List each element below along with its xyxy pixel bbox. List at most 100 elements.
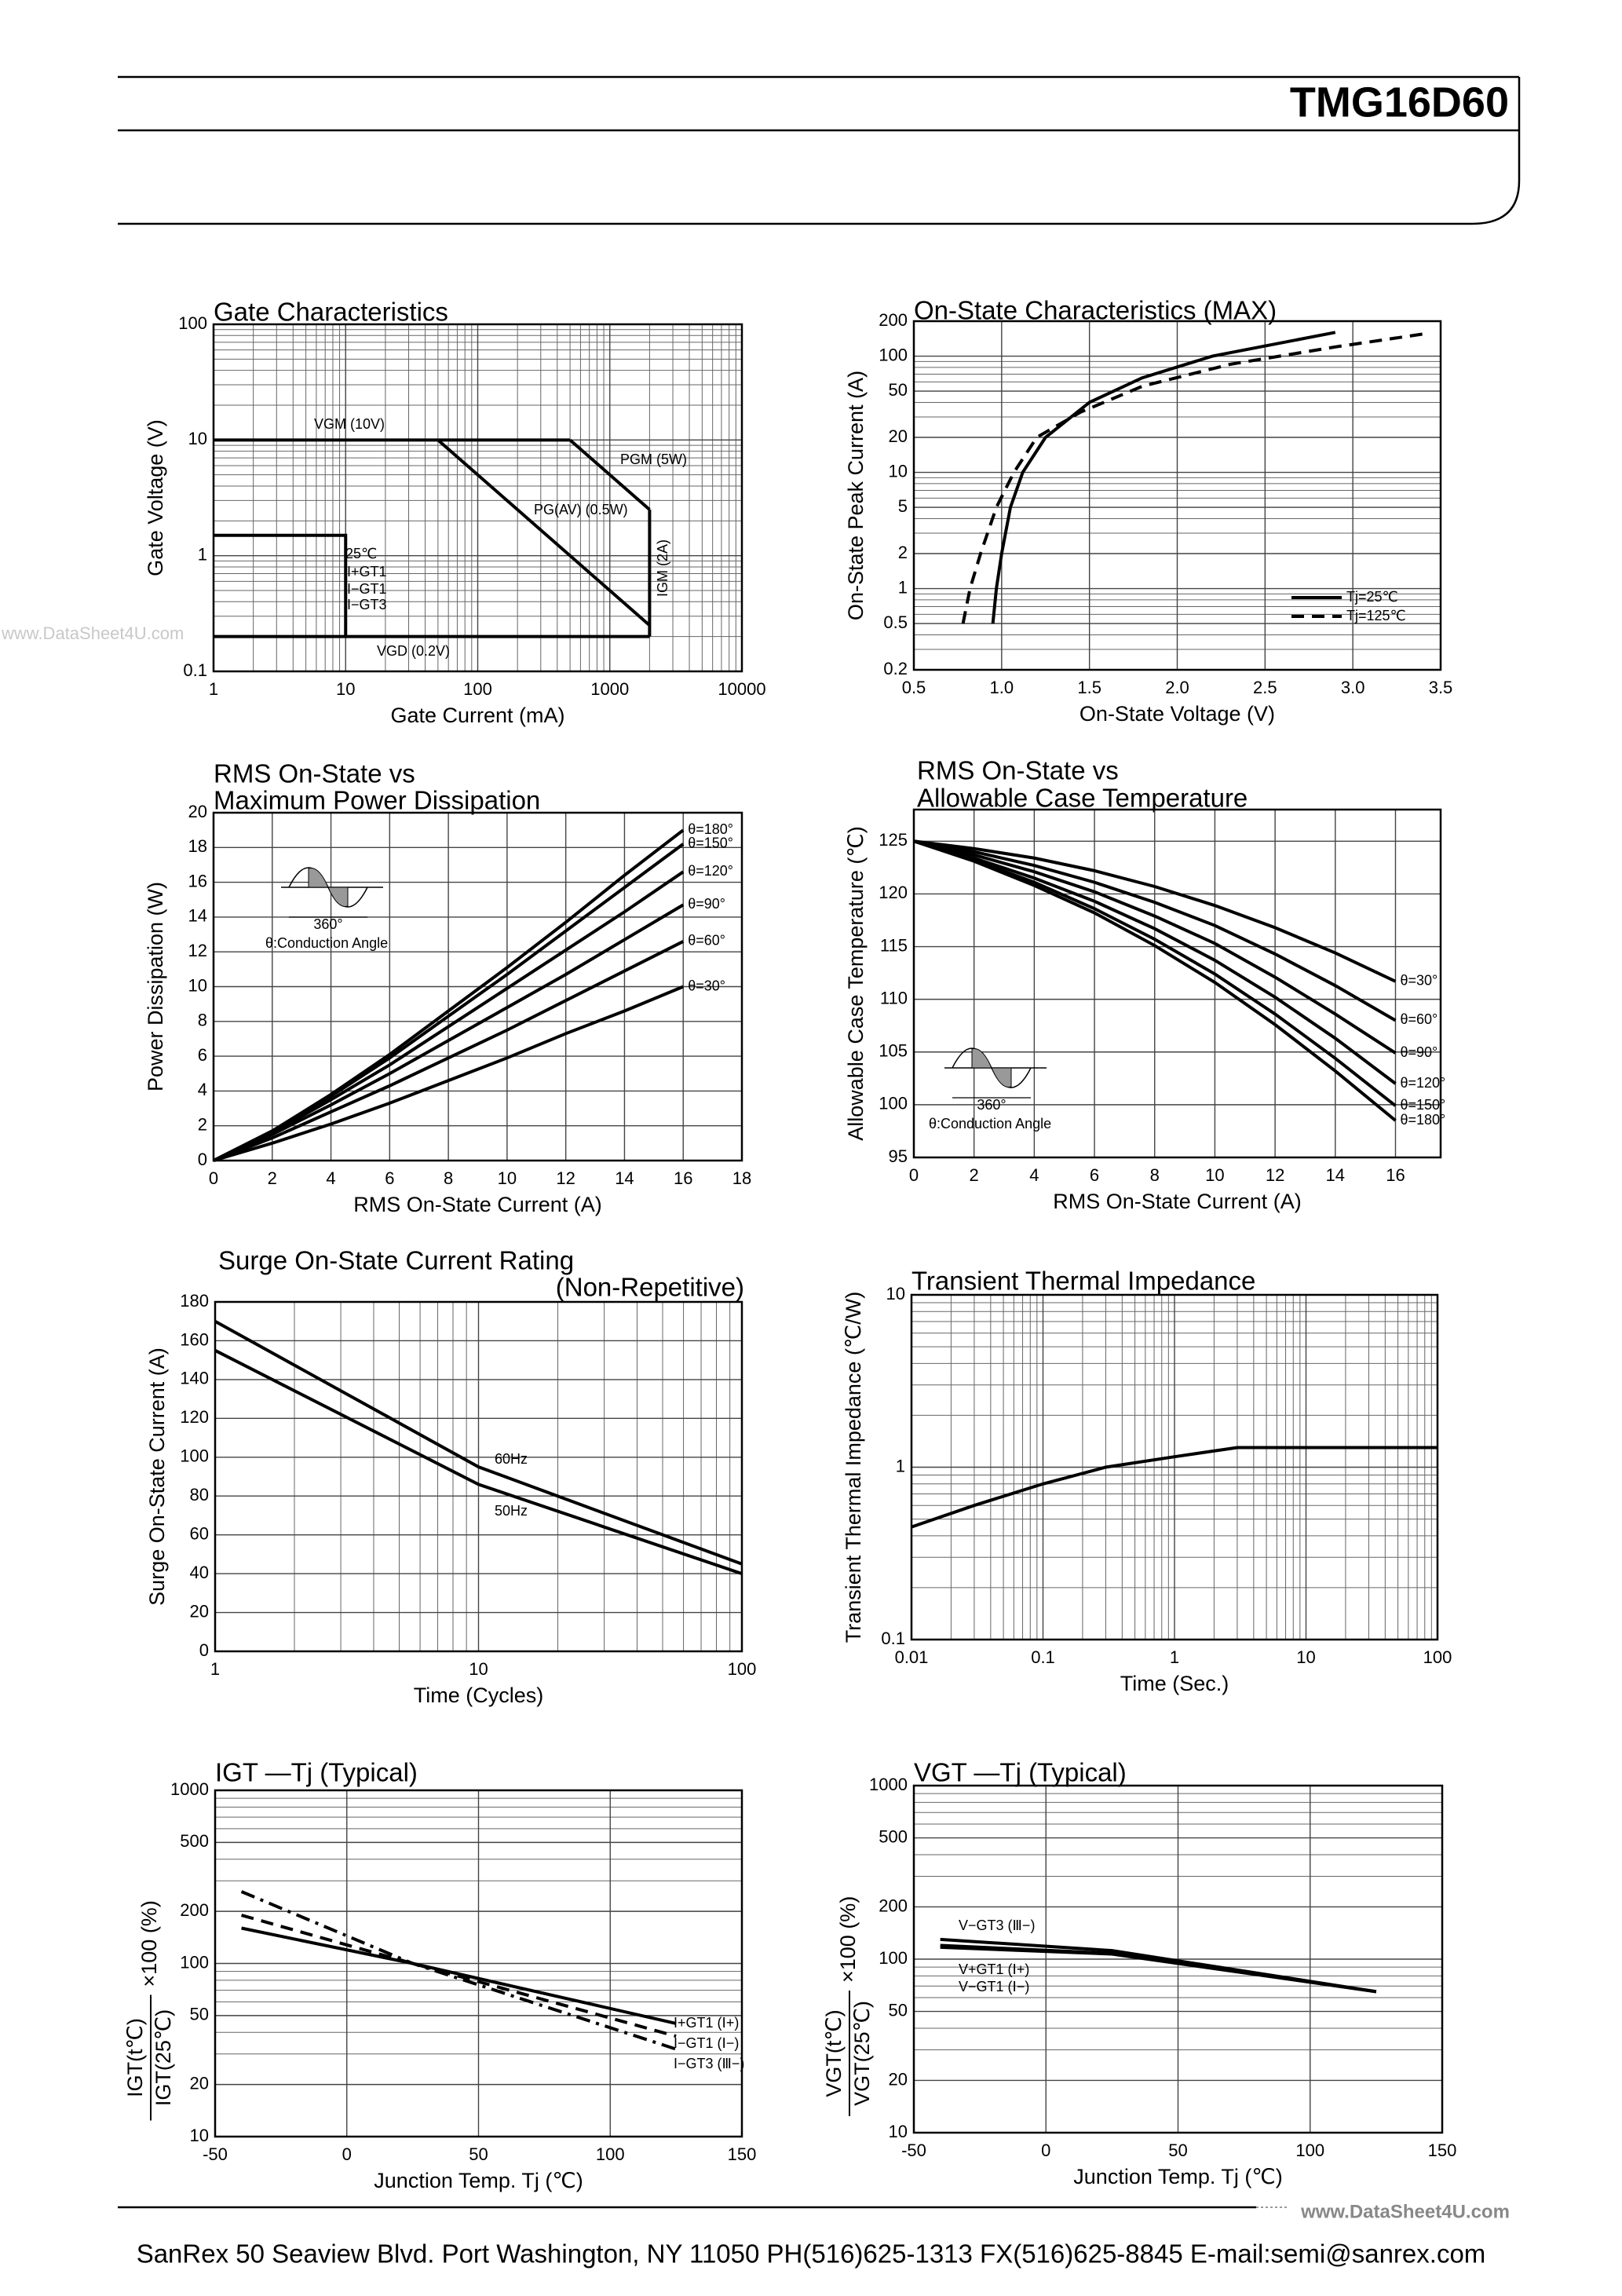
series-label: 25℃ bbox=[345, 546, 377, 561]
y-tick-label: 1000 bbox=[170, 1779, 209, 1799]
chart-title: Transient Thermal Impedance bbox=[911, 1267, 1255, 1296]
series-line bbox=[213, 940, 685, 1162]
x-tick-label: 10 bbox=[1205, 1165, 1224, 1185]
chart: Surge On-State Current Rating(Non-Repeti… bbox=[145, 1246, 756, 1707]
series-line bbox=[913, 839, 1397, 1107]
series-line bbox=[913, 839, 1397, 1022]
series-label: 60Hz bbox=[495, 1451, 528, 1467]
plot-frame bbox=[910, 1293, 1439, 1641]
y-tick-label: 125 bbox=[879, 830, 908, 850]
series-line bbox=[913, 839, 1397, 1122]
chart-title: On-State Characteristics (MAX) bbox=[914, 296, 1277, 325]
series-label: 50Hz bbox=[495, 1503, 528, 1519]
x-axis-label: Junction Temp. Tj (℃) bbox=[1073, 2165, 1282, 2188]
x-tick-label: 50 bbox=[1168, 2141, 1187, 2160]
x-tick-label: 3.5 bbox=[1429, 678, 1453, 697]
x-tick-label: 10 bbox=[498, 1168, 517, 1188]
x-tick-label: 12 bbox=[556, 1168, 575, 1188]
y-tick-label: 12 bbox=[188, 941, 207, 960]
series-line bbox=[437, 438, 651, 627]
y-label-suffix: ×100 (%) bbox=[137, 1900, 161, 1987]
y-tick-label: 16 bbox=[188, 871, 207, 890]
plot-frame bbox=[912, 1784, 1444, 2134]
series-label: θ=30° bbox=[688, 978, 725, 993]
series-line bbox=[913, 839, 1397, 1055]
inset-conduction bbox=[308, 868, 349, 907]
x-tick-label: 150 bbox=[728, 2144, 757, 2164]
x-tick-label: 10 bbox=[1296, 1647, 1315, 1667]
y-tick-label: 50 bbox=[190, 2005, 209, 2024]
series-label: θ=60° bbox=[688, 933, 725, 949]
chart-title: Maximum Power Dissipation bbox=[214, 786, 540, 815]
part-number: TMG16D60 bbox=[1290, 79, 1509, 126]
y-axis-label: Surge On-State Current (A) bbox=[145, 1347, 169, 1606]
plot-frame bbox=[912, 320, 1442, 671]
y-tick-label: 100 bbox=[879, 345, 908, 364]
series-line bbox=[214, 1349, 743, 1576]
x-tick-label: 6 bbox=[1090, 1165, 1099, 1185]
x-tick-label: 14 bbox=[1326, 1165, 1345, 1185]
y-axis-label: Gate Voltage (V) bbox=[144, 419, 167, 576]
x-tick-label: 100 bbox=[728, 1659, 757, 1679]
annotation: I−GT3 bbox=[347, 597, 387, 612]
legend-label: Tj=25℃ bbox=[1346, 589, 1398, 605]
y-tick-label: 95 bbox=[889, 1146, 908, 1166]
x-tick-label: 2 bbox=[970, 1165, 979, 1185]
x-tick-label: 0 bbox=[1041, 2141, 1050, 2160]
series-label: θ=180° bbox=[688, 821, 733, 837]
chart-title: RMS On-State vs bbox=[214, 759, 415, 788]
x-tick-label: 1 bbox=[209, 679, 218, 699]
y-tick-label: 0.2 bbox=[883, 659, 908, 678]
x-tick-label: 2.0 bbox=[1165, 678, 1189, 697]
x-axis-label: RMS On-State Current (A) bbox=[353, 1193, 602, 1216]
x-tick-label: 100 bbox=[596, 2144, 625, 2164]
x-axis-label: Junction Temp. Tj (℃) bbox=[374, 2169, 583, 2192]
x-tick-label: 50 bbox=[469, 2144, 488, 2164]
y-tick-label: 8 bbox=[198, 1011, 207, 1030]
x-axis-label: On-State Voltage (V) bbox=[1080, 702, 1275, 726]
y-tick-label: 115 bbox=[880, 935, 908, 955]
series-line bbox=[240, 1890, 677, 2051]
series-label: θ=90° bbox=[1400, 1044, 1438, 1060]
header-frame bbox=[118, 75, 1521, 225]
y-tick-label: 20 bbox=[889, 426, 908, 446]
plot-frame bbox=[212, 811, 743, 1162]
y-tick-label: 500 bbox=[879, 1826, 908, 1846]
x-tick-label: 1000 bbox=[590, 679, 629, 699]
series-line bbox=[991, 331, 1336, 624]
y-tick-label: 500 bbox=[180, 1831, 209, 1851]
annotation: I+GT1 bbox=[347, 564, 387, 579]
chart-title: Allowable Case Temperature bbox=[917, 784, 1248, 813]
series-label: V+GT1 (Ⅰ+) bbox=[959, 1961, 1029, 1977]
y-tick-label: 120 bbox=[180, 1407, 209, 1427]
y-axis-label: On-State Peak Current (A) bbox=[844, 371, 868, 620]
y-axis-label: IGT(t℃) IGT(25℃) ×100 (%) bbox=[123, 1900, 175, 2121]
x-tick-label: 6 bbox=[385, 1168, 394, 1188]
series-label: θ=90° bbox=[688, 896, 725, 912]
y-tick-label: 20 bbox=[188, 802, 207, 821]
x-tick-label: 4 bbox=[326, 1168, 335, 1188]
x-tick-label: 10000 bbox=[718, 679, 765, 699]
y-tick-label: 0.1 bbox=[881, 1629, 905, 1648]
y-tick-label: 0 bbox=[199, 1640, 209, 1660]
y-tick-label: 10 bbox=[188, 429, 207, 448]
y-tick-label: 100 bbox=[178, 313, 207, 333]
y-tick-label: 200 bbox=[879, 1896, 908, 1915]
y-tick-label: 6 bbox=[198, 1045, 207, 1065]
y-tick-label: 50 bbox=[889, 2000, 908, 2020]
y-tick-label: 40 bbox=[190, 1563, 209, 1582]
y-label-denominator: VGT(25℃) bbox=[850, 2001, 874, 2106]
y-tick-label: 20 bbox=[190, 1601, 209, 1621]
series-label: θ=30° bbox=[1400, 973, 1438, 989]
y-tick-label: 0.5 bbox=[883, 612, 908, 632]
x-tick-label: -50 bbox=[203, 2144, 228, 2164]
chart-title: VGT —Tj (Typical) bbox=[914, 1758, 1127, 1787]
x-tick-label: 4 bbox=[1029, 1165, 1039, 1185]
y-tick-label: 1 bbox=[896, 1456, 905, 1475]
chart: VGT —Tj (Typical) -50 0 50 100 150 10 20 50 100 20… bbox=[822, 1758, 1456, 2188]
x-tick-label: 1.5 bbox=[1077, 678, 1101, 697]
series-line bbox=[213, 903, 685, 1162]
series-label: θ=180° bbox=[1400, 1112, 1445, 1128]
